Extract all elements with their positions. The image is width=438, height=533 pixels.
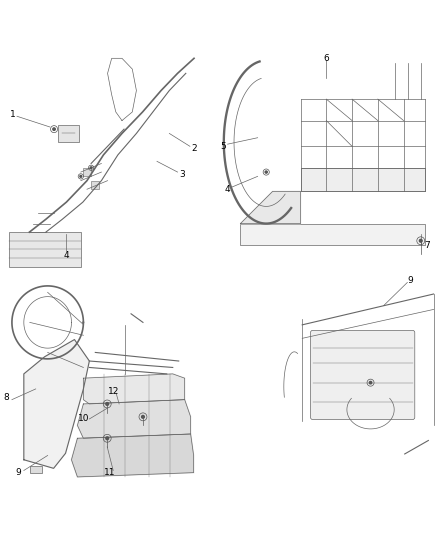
Circle shape: [106, 402, 109, 405]
Text: 6: 6: [323, 54, 329, 63]
Text: 7: 7: [424, 240, 430, 249]
Polygon shape: [83, 374, 185, 404]
Text: 8: 8: [3, 393, 9, 402]
Text: 4: 4: [64, 251, 69, 260]
Text: 5: 5: [220, 142, 226, 151]
FancyBboxPatch shape: [311, 330, 415, 419]
Polygon shape: [240, 223, 425, 245]
Text: 1: 1: [10, 110, 16, 119]
Circle shape: [106, 437, 109, 440]
Circle shape: [369, 382, 372, 384]
Bar: [30, 466, 42, 473]
Circle shape: [265, 171, 267, 173]
Polygon shape: [300, 168, 425, 191]
Text: 3: 3: [179, 169, 184, 179]
Text: 11: 11: [104, 468, 116, 477]
Text: 9: 9: [407, 276, 413, 285]
Bar: [91, 181, 99, 189]
Polygon shape: [9, 232, 81, 266]
Polygon shape: [71, 434, 194, 477]
Circle shape: [80, 175, 82, 177]
Text: 2: 2: [191, 144, 197, 153]
Circle shape: [53, 128, 55, 131]
Circle shape: [141, 415, 145, 418]
Circle shape: [419, 239, 422, 242]
Text: 10: 10: [78, 415, 89, 423]
Polygon shape: [24, 340, 89, 469]
Bar: [58, 125, 79, 142]
Text: 9: 9: [15, 468, 21, 477]
Bar: [83, 168, 91, 176]
Polygon shape: [240, 191, 300, 223]
Text: 4: 4: [225, 185, 230, 193]
Polygon shape: [78, 400, 191, 438]
Text: 12: 12: [107, 386, 119, 395]
Circle shape: [90, 167, 92, 169]
